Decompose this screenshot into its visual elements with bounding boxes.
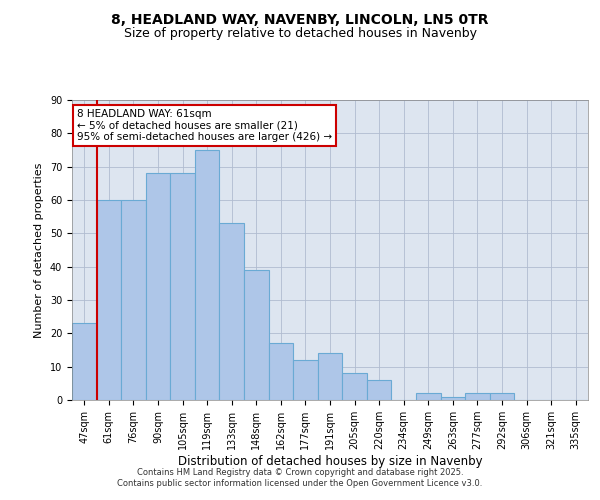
Text: 8, HEADLAND WAY, NAVENBY, LINCOLN, LN5 0TR: 8, HEADLAND WAY, NAVENBY, LINCOLN, LN5 0…: [111, 12, 489, 26]
Bar: [97, 200, 121, 400]
Bar: [416, 394, 440, 400]
Bar: [465, 394, 490, 400]
Text: Size of property relative to detached houses in Navenby: Size of property relative to detached ho…: [124, 28, 476, 40]
Bar: [440, 396, 465, 400]
Y-axis label: Number of detached properties: Number of detached properties: [34, 162, 44, 338]
X-axis label: Distribution of detached houses by size in Navenby: Distribution of detached houses by size …: [178, 455, 482, 468]
Text: 8 HEADLAND WAY: 61sqm
← 5% of detached houses are smaller (21)
95% of semi-detac: 8 HEADLAND WAY: 61sqm ← 5% of detached h…: [77, 109, 332, 142]
Bar: [170, 174, 195, 400]
Bar: [367, 380, 391, 400]
Bar: [269, 344, 293, 400]
Bar: [342, 374, 367, 400]
Text: Contains HM Land Registry data © Crown copyright and database right 2025.
Contai: Contains HM Land Registry data © Crown c…: [118, 468, 482, 487]
Bar: [72, 324, 97, 400]
Bar: [318, 354, 342, 400]
Bar: [146, 174, 170, 400]
Bar: [121, 200, 146, 400]
Bar: [490, 394, 514, 400]
Bar: [220, 224, 244, 400]
Bar: [244, 270, 269, 400]
Bar: [293, 360, 318, 400]
Bar: [195, 150, 220, 400]
